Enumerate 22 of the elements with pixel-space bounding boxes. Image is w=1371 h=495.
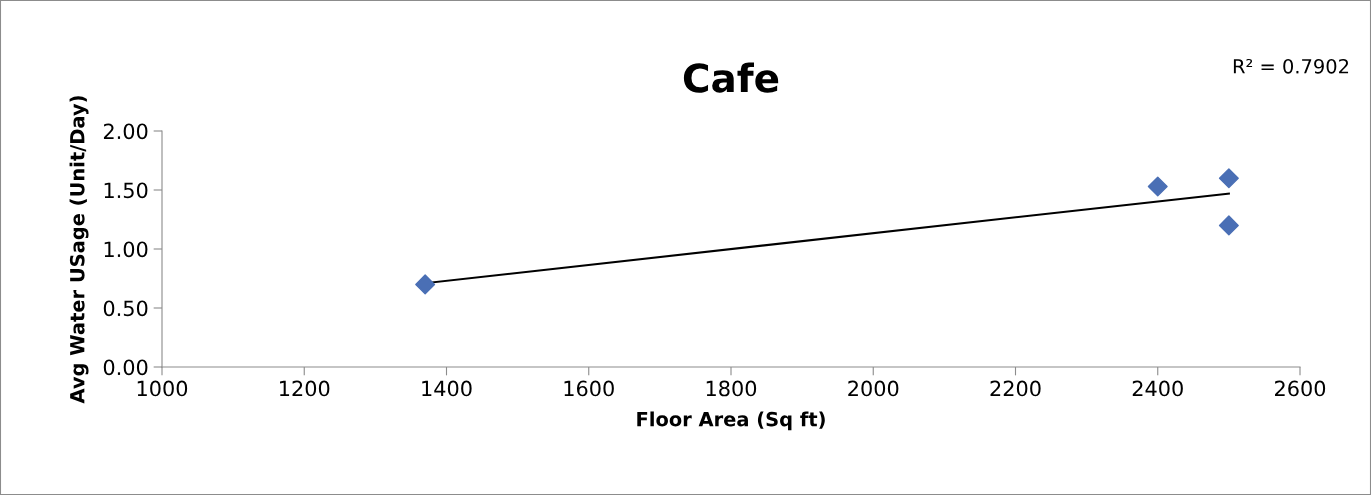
y-tick-label: 0.00: [103, 359, 148, 376]
text: R² = 0.7902: [1233, 58, 1349, 74]
x-tick-label: 1400: [422, 380, 472, 397]
x-tick-label: 1000: [137, 380, 188, 397]
x-tick-label: 2000: [848, 380, 899, 397]
y-tick-label: 1.50: [104, 182, 148, 199]
x-tick-label: 1600: [564, 380, 614, 397]
x-tick-label: 1200: [280, 380, 330, 397]
point: [415, 274, 436, 295]
y-tick-label: 2.00: [103, 123, 148, 140]
y-tick-label: 1.00: [104, 241, 148, 258]
chart-title: Cafe: [683, 62, 779, 93]
y-tick-label: 0.50: [103, 300, 148, 317]
point: [1218, 168, 1239, 189]
x-tick-label: 2400: [1132, 380, 1183, 397]
x-tick-label: 1800: [706, 380, 757, 397]
x-axis-title: Floor Area (Sq ft): [637, 411, 825, 431]
point: [1147, 176, 1168, 197]
point: [1218, 215, 1239, 236]
y-axis-title: Avg Water USage (Unit/Day): [69, 96, 89, 404]
x-tick-label: 2200: [990, 380, 1041, 397]
x-tick-label: 2600: [1275, 380, 1326, 397]
